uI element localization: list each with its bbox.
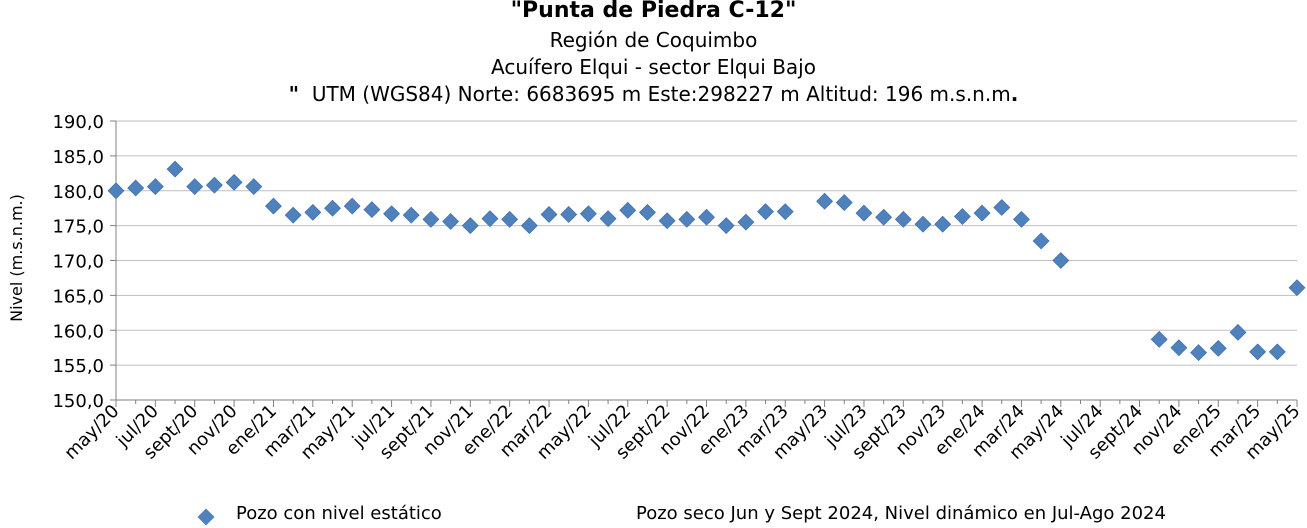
legend-label: Pozo con nivel estático: [236, 503, 442, 524]
data-point-marker: [639, 203, 656, 221]
data-point-marker: [481, 210, 499, 228]
data-point-marker: [658, 212, 676, 230]
data-point-marker: [914, 215, 932, 233]
chart-annotation: Pozo seco Jun y Sept 2024, Nivel dinámic…: [636, 503, 1166, 524]
data-points: [107, 160, 1306, 361]
data-point-marker: [953, 208, 971, 225]
data-point-marker: [186, 178, 204, 195]
y-tick-label: 185,0: [52, 147, 104, 168]
data-point-marker: [599, 210, 617, 228]
data-point-marker: [1170, 339, 1188, 357]
data-point-marker: [698, 208, 715, 226]
data-point-marker: [127, 179, 145, 197]
y-tick-label: 155,0: [52, 356, 104, 377]
y-tick-label: 180,0: [52, 182, 104, 203]
data-point-marker: [304, 203, 322, 221]
data-point-marker: [1032, 232, 1050, 250]
data-point-marker: [501, 210, 519, 228]
chart-subtitle-aquifer: Acuífero Elqui - sector Elqui Bajo: [491, 55, 816, 79]
chart-subtitle-region: Región de Coquimbo: [549, 28, 758, 52]
data-point-marker: [619, 201, 637, 219]
data-point-marker: [835, 194, 853, 212]
data-point-marker: [1249, 343, 1267, 361]
y-tick-label: 165,0: [52, 286, 104, 307]
data-point-marker: [717, 217, 735, 235]
data-point-marker: [678, 210, 696, 228]
data-point-marker: [973, 204, 991, 222]
data-point-marker: [284, 206, 302, 224]
data-point-marker: [1190, 344, 1208, 361]
data-point-marker: [245, 178, 263, 195]
gridlines: [116, 120, 1297, 366]
data-point-marker: [894, 210, 912, 228]
data-point-marker: [1052, 252, 1070, 269]
data-point-marker: [1209, 339, 1227, 357]
data-point-marker: [934, 215, 952, 233]
data-point-marker: [422, 210, 440, 228]
data-point-marker: [875, 208, 893, 226]
data-point-marker: [107, 182, 125, 200]
data-point-marker: [737, 213, 755, 231]
chart-subtitle-utm: UTM (WGS84) Norte: 6683695 m Este:298227…: [311, 82, 1011, 106]
data-point-marker: [205, 176, 223, 194]
data-point-marker: [776, 203, 794, 221]
data-point-marker: [461, 217, 479, 235]
data-point-marker: [757, 203, 774, 221]
y-axis-label: Nivel (m.s.n.m.): [7, 194, 26, 322]
y-tick-label: 175,0: [52, 217, 104, 238]
chart-title: "Punta de Piedra C-12": [510, 0, 797, 23]
utm-period: .: [1010, 82, 1019, 106]
data-point-marker: [442, 213, 460, 230]
data-point-marker: [540, 206, 558, 223]
data-point-marker: [579, 205, 597, 223]
y-tick-label: 170,0: [52, 252, 104, 273]
data-point-marker: [1229, 323, 1247, 341]
data-point-marker: [265, 197, 282, 215]
data-point-marker: [1268, 343, 1286, 361]
data-point-marker: [560, 206, 578, 223]
x-tick-labels: may/20jul/20sept/20nov/20ene/21mar/21may…: [60, 401, 1304, 464]
data-point-marker: [520, 217, 538, 235]
y-tick-labels: 150,0 155,0 160,0 165,0 170,0 175,0 180,0 185,0…: [52, 112, 104, 412]
y-tick-label: 190,0: [52, 112, 104, 133]
data-point-marker: [402, 206, 420, 224]
chart-subtitle-utm-line: " UTM (WGS84) Norte: 6683695 m Este:2982…: [0, 82, 1307, 106]
axes: [110, 120, 1298, 407]
y-tick-label: 150,0: [52, 391, 104, 412]
data-point-marker: [383, 205, 400, 223]
data-point-marker: [225, 173, 243, 191]
data-point-marker: [1150, 330, 1168, 348]
utm-quote-mark: ": [288, 82, 300, 106]
data-point-marker: [343, 197, 361, 215]
data-point-marker: [146, 178, 164, 195]
y-tick-label: 160,0: [52, 321, 104, 342]
data-point-marker: [324, 199, 341, 217]
data-point-marker: [816, 192, 834, 210]
data-point-marker: [993, 199, 1011, 216]
data-point-marker: [1288, 279, 1306, 297]
data-point-marker: [166, 160, 184, 178]
data-point-marker: [855, 204, 873, 222]
data-point-marker: [363, 201, 381, 219]
data-point-marker: [1013, 210, 1030, 228]
